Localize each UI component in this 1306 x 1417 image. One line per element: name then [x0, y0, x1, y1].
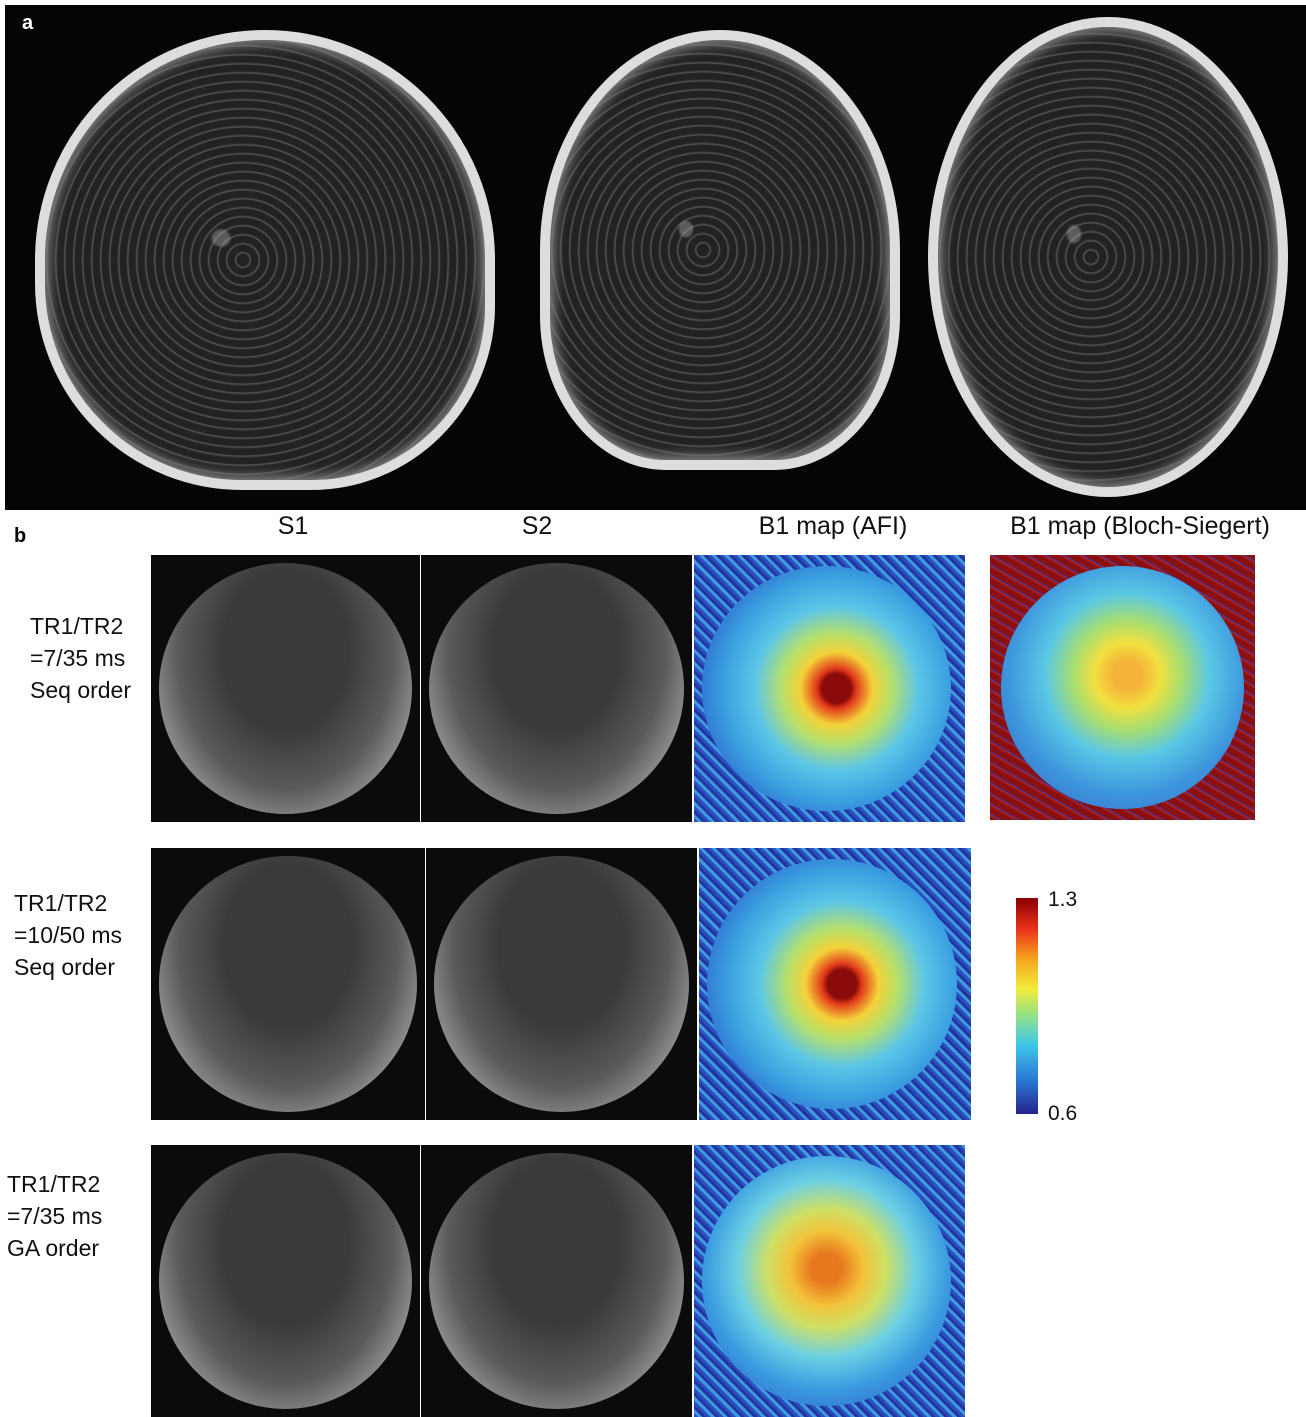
coronal-angiogram-image	[515, 5, 910, 510]
column-header-s2: S2	[521, 512, 553, 540]
row-label-line: =7/35 ms	[7, 1203, 103, 1229]
s2-image-row3	[421, 1145, 692, 1417]
colorbar-max-label: 1.3	[1048, 888, 1078, 911]
s2-image-row1	[421, 555, 692, 822]
column-header-bloch-siegert: B1 map (Bloch-Siegert)	[1010, 512, 1270, 540]
afi-map-row1	[694, 555, 965, 822]
column-header-s1: S1	[277, 512, 309, 540]
colorbar-min-label: 0.6	[1048, 1102, 1078, 1125]
axial-angiogram-image	[910, 5, 1306, 510]
row-label-line: TR1/TR2	[30, 613, 124, 639]
afi-map-row2	[699, 848, 971, 1120]
s1-image-row3	[151, 1145, 420, 1417]
row-label-2: TR1/TR2 =10/50 ms Seq order	[14, 887, 122, 983]
bloch-siegert-map	[990, 555, 1255, 820]
row-label-line: =7/35 ms	[30, 645, 126, 671]
s1-image-row1	[151, 555, 420, 822]
s1-image-row2	[151, 848, 425, 1120]
afi-map-row3	[694, 1145, 965, 1417]
row-label-line: =10/50 ms	[14, 922, 123, 948]
panel-b-label: b	[14, 525, 27, 547]
panel-a: a	[5, 5, 1306, 510]
s2-image-row2	[426, 848, 697, 1120]
row-label-line: Seq order	[14, 954, 116, 980]
row-label-3: TR1/TR2 =7/35 ms GA order	[7, 1168, 102, 1264]
row-label-line: TR1/TR2	[7, 1171, 101, 1197]
panel-a-label: a	[22, 12, 34, 34]
colorbar	[1016, 898, 1038, 1114]
sagittal-angiogram-image	[5, 5, 515, 510]
row-label-1: TR1/TR2 =7/35 ms Seq order	[30, 610, 131, 706]
row-label-line: Seq order	[30, 677, 132, 703]
column-header-afi: B1 map (AFI)	[758, 512, 908, 540]
row-label-line: TR1/TR2	[14, 890, 108, 916]
row-label-line: GA order	[7, 1235, 100, 1261]
